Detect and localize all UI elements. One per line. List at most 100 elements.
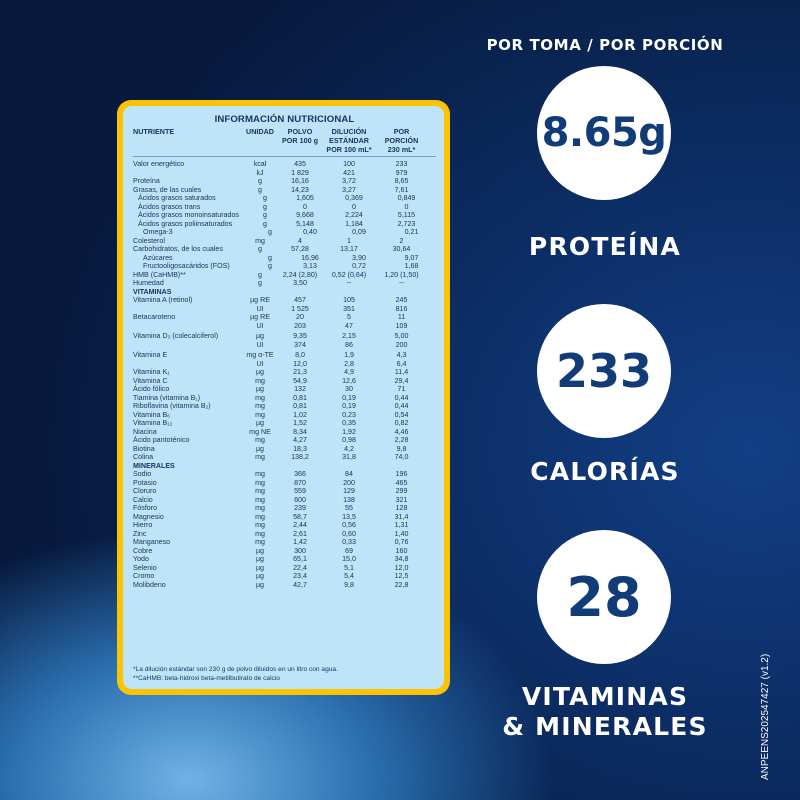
dilution-cell: 0,19	[342, 393, 356, 402]
powder-cell: 203	[294, 321, 306, 330]
dilution-cell: 2,8	[344, 359, 354, 368]
dilution-cell: 3,72	[342, 177, 356, 185]
unit-cell: mg	[255, 470, 265, 478]
serving-cell: 128	[395, 504, 408, 512]
serving-cell: 8,65	[394, 177, 409, 185]
serving-cell: 299	[395, 487, 408, 495]
powder-cell: 16,16	[291, 177, 309, 185]
table-row: Betacaroteno µg RE 20 5 11	[133, 313, 436, 322]
table-row: Fósforo mg 239 55 128	[133, 504, 436, 513]
protein-circle: 8.65g	[537, 66, 671, 200]
unit-cell: mg	[255, 504, 265, 512]
calories-circle: 233	[537, 304, 671, 438]
serving-cell	[377, 462, 426, 471]
table-row: Hierro mg 2,44 0,56 1,31	[133, 521, 436, 530]
nutrient-cell: Vitamina A (retinol)	[133, 296, 193, 304]
dilution-cell: 0,09	[352, 228, 366, 236]
protein-value: 8.65g	[541, 110, 667, 156]
unit-cell: g	[263, 194, 267, 202]
table-row: UI 374 86 200	[133, 341, 436, 350]
nutrient-cell	[133, 341, 241, 350]
dilution-cell: 2,224	[345, 211, 363, 219]
unit-cell: µg RE	[250, 313, 270, 321]
nutrient-cell: HMB (CaHMB)**	[133, 270, 186, 279]
serving-cell: 0,44	[394, 402, 409, 410]
powder-cell: 58,7	[293, 512, 307, 521]
nutrient-cell: Betacaroteno	[133, 313, 176, 321]
serving-cell: 11,4	[394, 368, 409, 376]
footnote: **CaHMB: beta-hidroxi beta-metilbutirato…	[133, 675, 280, 682]
powder-cell	[279, 462, 321, 471]
header-unidad: UNIDAD	[246, 127, 274, 136]
unit-cell: mg	[255, 521, 265, 529]
powder-cell: 0	[303, 202, 307, 211]
unit-cell: mg NE	[249, 427, 271, 436]
nutrient-cell: Cloruro	[133, 487, 157, 495]
table-row: Ácido pantoténico mg 4,27 0,98 2,28	[133, 436, 436, 445]
dilution-cell: 0,35	[342, 419, 356, 427]
serving-cell: 0,21	[404, 228, 419, 236]
serving-cell: 29,4	[394, 376, 409, 385]
table-row: Tiamina (vitamina B₁) mg 0,81 0,19 0,44	[133, 394, 436, 403]
nutrient-cell: Ácidos grasos trans	[138, 202, 201, 211]
powder-cell: 57,28	[291, 245, 309, 253]
calories-value: 233	[555, 344, 653, 398]
powder-cell: 1,605	[296, 194, 314, 202]
serving-cell: 31,4	[394, 512, 409, 521]
unit-cell: µg	[255, 555, 265, 563]
nutrient-cell: Humedad	[133, 279, 164, 287]
dilution-cell: 55	[345, 504, 353, 512]
unit-cell: mg	[255, 410, 265, 419]
serving-cell: 12,0	[394, 563, 409, 572]
dilution-cell: 4,2	[344, 444, 354, 453]
serving-cell: 200	[395, 340, 408, 349]
powder-cell: 16,96	[301, 253, 319, 262]
dilution-cell: 12,6	[342, 376, 356, 385]
nutrient-cell: Ácido pantoténico	[133, 436, 190, 444]
dilution-cell: 1,184	[345, 219, 363, 228]
unit-cell: mg	[255, 538, 265, 546]
serving-cell: 0,849	[397, 194, 416, 202]
unit-cell: UI	[256, 340, 264, 349]
powder-cell: 14,23	[291, 185, 309, 194]
nutrient-cell: Vitamina K₁	[133, 368, 170, 376]
unit-cell: µg	[255, 563, 265, 572]
nutrient-cell: Sodio	[133, 470, 152, 478]
footnote: *La dilución estándar son 230 g de polvo…	[133, 666, 338, 673]
unit-cell: mg	[255, 487, 265, 495]
table-row: UI 203 47 109	[133, 322, 436, 331]
table-row: Vitamina E mg α-TE 8,0 1,9 4,3	[133, 351, 436, 360]
nutrient-cell: Molibdeno	[133, 580, 166, 589]
serving-cell: 6,4	[396, 359, 407, 368]
dilution-cell: 100	[343, 160, 355, 168]
table-row: Vitamina C mg 54,9 12,6 29,4	[133, 377, 436, 386]
serving-cell: 0	[404, 202, 409, 211]
powder-cell: 5,148	[296, 219, 314, 228]
nutrient-cell: Valor energético	[133, 160, 185, 168]
dilution-cell: 0,60	[342, 529, 356, 538]
table-row: Valor energético kcal 435 100 233	[133, 160, 436, 169]
serving-cell: 12,5	[394, 572, 409, 580]
unit-cell: mg	[255, 478, 265, 487]
serving-cell: 196	[395, 470, 408, 478]
nutrient-cell: Riboflavina (vitamina B₂)	[133, 402, 211, 410]
table-row: Yodo µg 65,1 15,0 34,8	[133, 555, 436, 564]
dilution-cell: 0,369	[345, 194, 363, 202]
unit-cell: kJ	[256, 168, 264, 177]
table-row: Ácido fólico µg 132 30 71	[133, 385, 436, 394]
dilution-cell: 13,17	[340, 245, 358, 253]
dilution-cell: 0,23	[342, 410, 356, 419]
table-row: Vitamina K₁ µg 21,3 4,9 11,4	[133, 368, 436, 377]
unit-cell: mg	[255, 512, 265, 521]
nutrient-cell: Ácido fólico	[133, 385, 170, 393]
powder-cell	[279, 288, 321, 297]
nutrition-card: INFORMACIÓN NUTRICIONAL NUTRIENTE UNIDAD…	[117, 100, 450, 695]
table-row: UI 12,0 2,8 6,4	[133, 360, 436, 369]
nutrient-cell: Calcio	[133, 495, 153, 504]
serving-cell: 5,00	[394, 332, 409, 340]
table-body: Valor energético kcal 435 100 233 kJ 1 829 421 9…	[133, 160, 436, 589]
dilution-cell: 200	[343, 478, 355, 487]
dilution-cell: 421	[343, 168, 355, 177]
table-row: Riboflavina (vitamina B₂) mg 0,81 0,19 0,44	[133, 402, 436, 411]
dilution-cell: 105	[343, 296, 355, 304]
